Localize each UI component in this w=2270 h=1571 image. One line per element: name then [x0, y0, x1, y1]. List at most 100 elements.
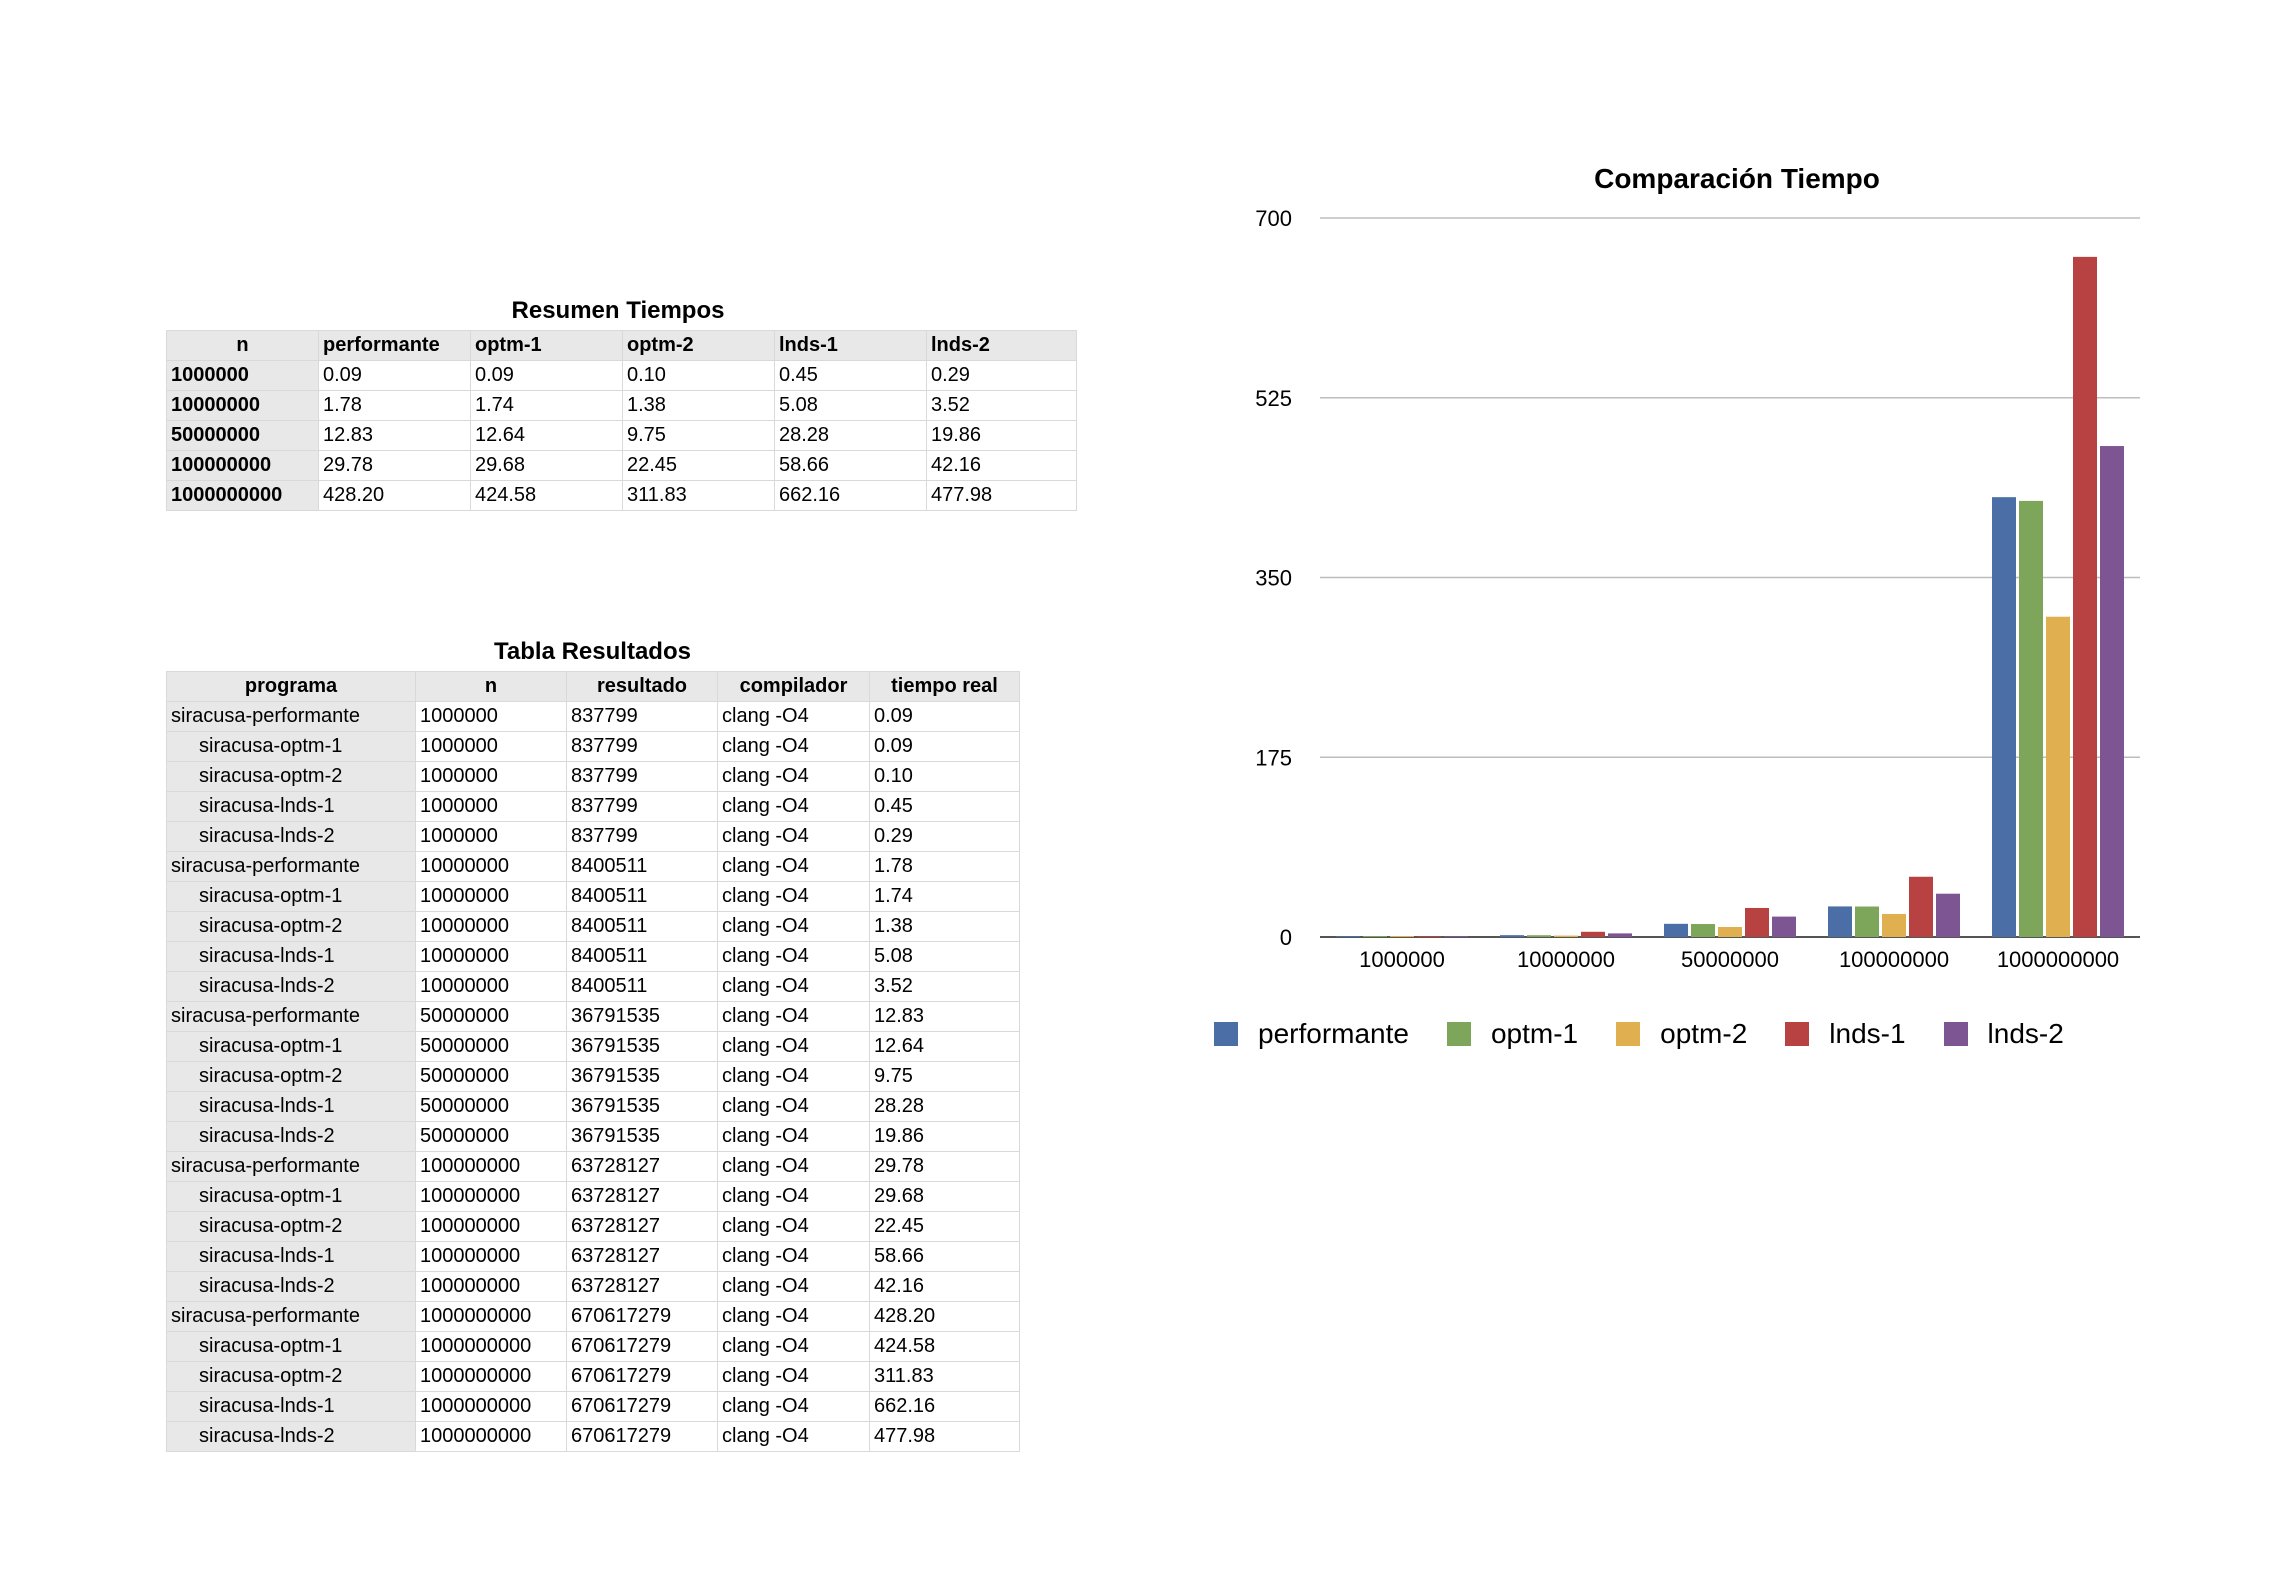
bar-optm-2-100000000	[1882, 913, 1906, 937]
results-cell: 29.68	[869, 1181, 1020, 1212]
x-tick-label: 100000000	[1839, 947, 1949, 972]
legend-swatch	[1785, 1022, 1810, 1046]
results-cell: 63728127	[566, 1151, 718, 1182]
results-program-cell: siracusa-lnds-1	[166, 1241, 416, 1272]
results-cell: clang -O4	[717, 1151, 870, 1182]
results-header-cell: tiempo real	[869, 671, 1020, 702]
results-cell: 63728127	[566, 1271, 718, 1302]
results-cell: 10000000	[415, 851, 567, 882]
results-cell: 100000000	[415, 1241, 567, 1272]
summary-title: Resumen Tiempos	[511, 297, 725, 324]
results-cell: 1000000000	[415, 1331, 567, 1362]
summary-cell: 0.45	[774, 360, 927, 391]
results-program-cell: siracusa-lnds-1	[166, 1091, 416, 1122]
results-cell: clang -O4	[717, 971, 870, 1002]
bar-optm-1-1000000	[1363, 936, 1387, 937]
results-cell: 670617279	[566, 1391, 718, 1422]
results-cell: 10000000	[415, 971, 567, 1002]
results-cell: 311.83	[869, 1361, 1020, 1392]
y-tick-label: 175	[1255, 745, 1292, 770]
bar-lnds-1-100000000	[1909, 876, 1933, 937]
summary-cell: 0.29	[926, 360, 1077, 391]
results-cell: 424.58	[869, 1331, 1020, 1362]
results-cell: 42.16	[869, 1271, 1020, 1302]
bar-lnds-2-1000000	[1444, 936, 1468, 937]
results-cell: clang -O4	[717, 1271, 870, 1302]
results-cell: 36791535	[566, 1121, 718, 1152]
results-cell: 0.09	[869, 701, 1020, 732]
results-row: siracusa-lnds-2 1000000000 670617279 clang …	[166, 1421, 1020, 1452]
results-cell: 50000000	[415, 1031, 567, 1062]
x-tick-label: 1000000000	[1997, 947, 2119, 972]
results-cell: 1000000000	[415, 1391, 567, 1422]
results-cell: clang -O4	[717, 881, 870, 912]
summary-row-label: 50000000	[166, 420, 319, 451]
results-cell: 12.83	[869, 1001, 1020, 1032]
results-cell: 100000000	[415, 1211, 567, 1242]
results-program-cell: siracusa-optm-2	[166, 1211, 416, 1242]
results-cell: 50000000	[415, 1061, 567, 1092]
bar-performante-1000000	[1336, 936, 1360, 937]
legend-label: optm-2	[1660, 1018, 1748, 1049]
legend-swatch	[1943, 1022, 1968, 1046]
results-header-cell: resultado	[566, 671, 718, 702]
results-program-cell: siracusa-performante	[166, 1301, 416, 1332]
summary-row: 1000000000 428.20 424.58 311.83 662.16 477.98	[166, 480, 1077, 511]
summary-cell: 29.78	[318, 450, 471, 481]
results-cell: 1000000	[415, 701, 567, 732]
summary-cell: 0.10	[622, 360, 775, 391]
results-cell: 50000000	[415, 1091, 567, 1122]
results-cell: 1.38	[869, 911, 1020, 942]
results-program-cell: siracusa-optm-1	[166, 1331, 416, 1362]
legend-item-lnds-1: lnds-1	[1785, 1018, 1906, 1050]
summary-row: 50000000 12.83 12.64 9.75 28.28 19.86	[166, 420, 1077, 451]
results-program-cell: siracusa-optm-2	[166, 761, 416, 792]
results-cell: 1000000	[415, 821, 567, 852]
x-tick-label: 10000000	[1517, 947, 1615, 972]
bar-optm-1-1000000000	[2019, 500, 2043, 937]
summary-row: 10000000 1.78 1.74 1.38 5.08 3.52	[166, 390, 1077, 421]
summary-cell: 9.75	[622, 420, 775, 451]
results-row: siracusa-lnds-1 1000000000 670617279 clang …	[166, 1391, 1020, 1422]
results-program-cell: siracusa-optm-1	[166, 881, 416, 912]
y-tick-label: 350	[1255, 566, 1292, 591]
bar-lnds-1-1000000000	[2073, 256, 2097, 938]
legend-swatch	[1214, 1022, 1238, 1046]
legend-item-performante: performante	[1214, 1018, 1409, 1050]
summary-cell: 662.16	[774, 480, 927, 511]
results-cell: 662.16	[869, 1391, 1020, 1422]
summary-cell: 424.58	[470, 480, 623, 511]
chart-title: Comparación Tiempo	[1594, 163, 1880, 194]
bar-optm-2-1000000000	[2046, 616, 2070, 937]
results-cell: clang -O4	[717, 1211, 870, 1242]
bar-lnds-2-50000000	[1772, 916, 1796, 937]
results-row: siracusa-performante 100000000 63728127 cla…	[166, 1151, 1020, 1182]
summary-row: 1000000 0.09 0.09 0.10 0.45 0.29	[166, 360, 1077, 391]
results-cell: 670617279	[566, 1361, 718, 1392]
summary-cell: 42.16	[926, 450, 1077, 481]
results-row: siracusa-optm-2 1000000000 670617279 clang …	[166, 1361, 1020, 1392]
results-cell: clang -O4	[717, 1301, 870, 1332]
summary-cell: 311.83	[622, 480, 775, 511]
legend-swatch	[1446, 1022, 1471, 1046]
legend-label: performante	[1258, 1018, 1409, 1049]
results-table: programa n resultado compilador tiempo real …	[166, 671, 1020, 1452]
results-program-cell: siracusa-optm-1	[166, 1181, 416, 1212]
summary-header-cell: optm-1	[470, 330, 623, 361]
summary-cell: 3.52	[926, 390, 1077, 421]
summary-cell: 12.64	[470, 420, 623, 451]
results-cell: 3.52	[869, 971, 1020, 1002]
results-cell: clang -O4	[717, 1331, 870, 1362]
results-cell: clang -O4	[717, 761, 870, 792]
summary-cell: 19.86	[926, 420, 1077, 451]
bar-lnds-2-100000000	[1936, 893, 1960, 937]
results-row: siracusa-optm-1 50000000 36791535 clang -O4…	[166, 1031, 1020, 1062]
legend-item-lnds-2: lnds-2	[1943, 1018, 2064, 1050]
summary-header-cell: lnds-1	[774, 330, 927, 361]
results-program-cell: siracusa-performante	[166, 851, 416, 882]
results-row: siracusa-optm-2 50000000 36791535 clang -O4…	[166, 1061, 1020, 1092]
bar-optm-2-50000000	[1718, 926, 1742, 937]
results-cell: 36791535	[566, 1061, 718, 1092]
results-cell: 22.45	[869, 1211, 1020, 1242]
legend-label: optm-1	[1490, 1018, 1579, 1049]
